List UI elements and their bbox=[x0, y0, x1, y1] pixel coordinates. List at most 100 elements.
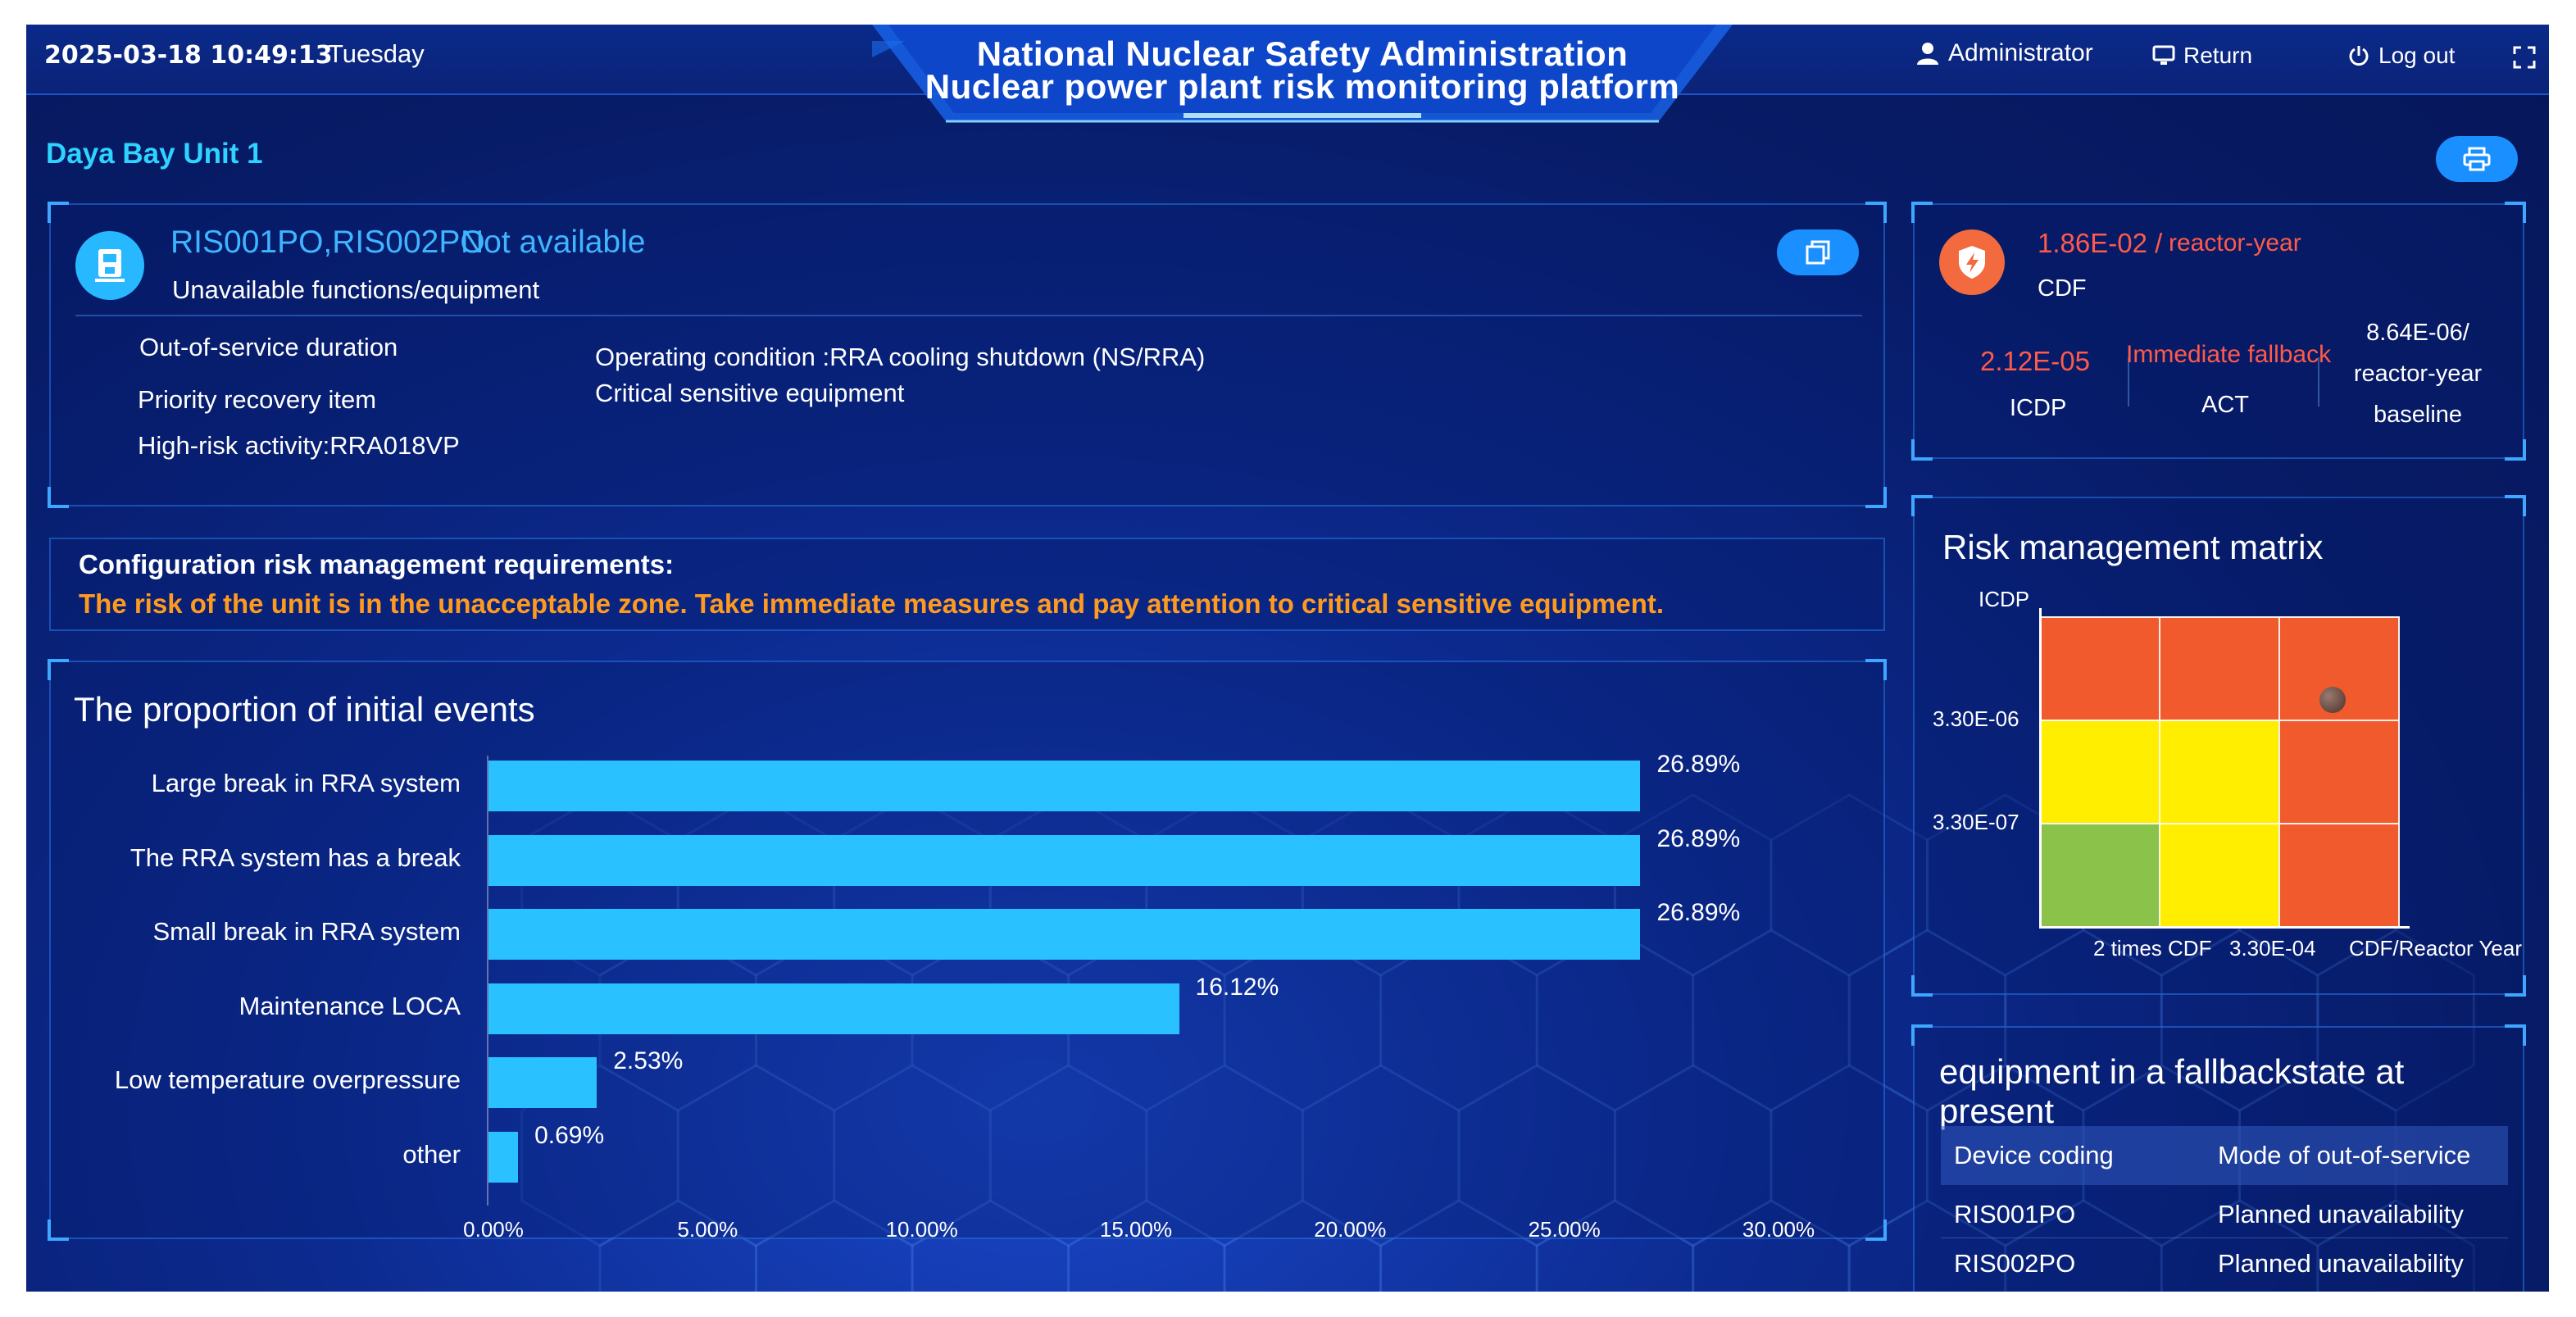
operating-condition: Operating condition :RRA cooling shutdow… bbox=[595, 343, 1206, 371]
dashboard-screen: National Nuclear Safety Administration N… bbox=[26, 25, 2549, 1292]
bar[interactable] bbox=[488, 834, 1641, 886]
bar[interactable] bbox=[488, 1057, 597, 1108]
bar-value-label: 26.89% bbox=[1656, 751, 1741, 778]
matrix-cell bbox=[2039, 616, 2160, 721]
shield-icon bbox=[1939, 229, 2005, 295]
return-button[interactable]: Return bbox=[2152, 43, 2252, 69]
unavailable-equipment-panel: RIS001PO,RIS002PO Not available Unavaila… bbox=[48, 202, 1887, 508]
matrix-cell bbox=[2039, 823, 2160, 928]
y-tick-label: 3.30E-07 bbox=[1933, 810, 2019, 834]
bar-category-label: Low temperature overpressure bbox=[114, 1065, 461, 1094]
column-header-device-coding: Device coding bbox=[1954, 1141, 2114, 1169]
icdp-label: ICDP bbox=[2010, 395, 2067, 421]
power-icon bbox=[2349, 46, 2369, 66]
chart-axis bbox=[487, 756, 488, 1206]
equipment-codes: RIS001PO,RIS002PO bbox=[170, 225, 485, 260]
x-tick-label: 3.30E-04 bbox=[2229, 936, 2316, 961]
x-axis-label: CDF/Reactor Year bbox=[2349, 936, 2522, 961]
unit-name: Daya Bay Unit 1 bbox=[46, 138, 263, 170]
x-tick-label: 5.00% bbox=[677, 1217, 738, 1242]
user-menu[interactable]: Administrator bbox=[1915, 39, 2093, 67]
initial-events-panel: The proportion of initial events Large b… bbox=[48, 659, 1887, 1242]
risk-marker[interactable] bbox=[2319, 687, 2346, 713]
table-header bbox=[1941, 1126, 2508, 1185]
device-code-cell: RIS002PO bbox=[1954, 1249, 2076, 1278]
out-of-service-duration: Out-of-service duration bbox=[139, 333, 398, 361]
equipment-status: Not available bbox=[461, 225, 646, 260]
matrix-x-axis bbox=[2039, 926, 2410, 929]
title-line-1: National Nuclear Safety Administration bbox=[976, 34, 1629, 73]
critical-sensitive-equipment: Critical sensitive equipment bbox=[595, 379, 905, 407]
logout-button[interactable]: Log out bbox=[2347, 43, 2455, 69]
user-label: Administrator bbox=[1948, 39, 2093, 66]
baseline-label: baseline bbox=[2373, 402, 2463, 428]
initial-events-chart: Large break in RRA system The RRA system … bbox=[51, 662, 1887, 1242]
y-tick-label: 3.30E-06 bbox=[1933, 706, 2019, 731]
matrix-cell bbox=[2159, 720, 2280, 824]
bar[interactable] bbox=[488, 761, 1641, 811]
bar[interactable] bbox=[488, 1131, 519, 1183]
separator bbox=[2128, 357, 2129, 406]
bar-category-label: Maintenance LOCA bbox=[239, 991, 461, 1020]
bar[interactable] bbox=[488, 909, 1641, 960]
fallback-equipment-panel: equipment in a fallbackstate at present … bbox=[1911, 1024, 2526, 1292]
risk-matrix-panel: Risk management matrix ICDP 3.30E-06 3.30E… bbox=[1911, 495, 2526, 997]
user-icon bbox=[1917, 43, 1938, 65]
return-label: Return bbox=[2183, 43, 2253, 68]
matrix-cell bbox=[2159, 823, 2280, 928]
device-code-cell: RIS001PO bbox=[1954, 1200, 2076, 1228]
separator bbox=[2318, 357, 2319, 406]
risk-matrix: ICDP 3.30E-06 3.30E-07 2 times CDF 3.30E-04 C… bbox=[1915, 498, 2526, 997]
matrix-cell bbox=[2278, 720, 2400, 824]
x-tick-label: 0.00% bbox=[463, 1217, 524, 1242]
monitor-icon bbox=[2152, 45, 2175, 65]
bar-category-label: other bbox=[402, 1139, 461, 1169]
title-plate bbox=[872, 25, 1733, 123]
risk-matrix-title: Risk management matrix bbox=[1942, 528, 2324, 566]
x-tick-label: 15.00% bbox=[1099, 1217, 1173, 1242]
panel-divider bbox=[75, 315, 1862, 316]
out-of-service-mode-cell: Planned unavailability bbox=[2218, 1200, 2464, 1228]
printer-icon bbox=[2463, 147, 2491, 171]
copy-button[interactable] bbox=[1777, 229, 1859, 275]
bar-value-label: 16.12% bbox=[1195, 973, 1279, 1001]
requirements-text: The risk of the unit is in the unaccepta… bbox=[79, 588, 1665, 619]
requirements-title: Configuration risk management requiremen… bbox=[79, 549, 675, 579]
requirements-panel: Configuration risk management requiremen… bbox=[49, 538, 1885, 631]
x-tick-label: 30.00% bbox=[1742, 1217, 1815, 1242]
initial-events-title: The proportion of initial events bbox=[74, 690, 535, 729]
matrix-cell bbox=[2039, 720, 2160, 824]
datetime-display: 2025-03-18 10:49:13 bbox=[44, 41, 333, 70]
high-risk-activity: High-risk activity:RRA018VP bbox=[138, 431, 460, 460]
weekday-display: Tuesday bbox=[328, 39, 425, 68]
out-of-service-mode-cell: Planned unavailability bbox=[2218, 1249, 2464, 1278]
cdf-panel: 1.86E-02 / reactor-year CDF 2.12E-05 ICD… bbox=[1911, 202, 2526, 461]
bar-value-label: 26.89% bbox=[1656, 824, 1741, 852]
bar-value-label: 2.53% bbox=[613, 1047, 684, 1074]
header-bar: National Nuclear Safety Administration N… bbox=[26, 25, 2549, 123]
print-button[interactable] bbox=[2436, 136, 2518, 182]
matrix-cell bbox=[2159, 616, 2280, 721]
x-tick-label: 25.00% bbox=[1528, 1217, 1601, 1242]
baseline-value: 8.64E-06/ bbox=[2366, 320, 2469, 346]
x-tick-label: 20.00% bbox=[1314, 1217, 1387, 1242]
matrix-y-axis bbox=[2039, 608, 2042, 928]
logout-label: Log out bbox=[2378, 43, 2456, 68]
x-tick-label: 10.00% bbox=[885, 1217, 958, 1242]
device-icon bbox=[75, 231, 144, 300]
bar-category-label: Small break in RRA system bbox=[152, 917, 461, 946]
cdf-unit: reactor-year bbox=[2169, 229, 2301, 257]
bar-category-label: The RRA system has a break bbox=[129, 842, 461, 872]
act-label: ACT bbox=[2201, 392, 2249, 418]
bar-category-label: Large break in RRA system bbox=[151, 769, 461, 797]
copy-icon bbox=[1806, 240, 1830, 265]
bar-value-label: 0.69% bbox=[534, 1121, 605, 1149]
priority-recovery-item: Priority recovery item bbox=[138, 385, 377, 414]
baseline-unit: reactor-year bbox=[2353, 361, 2483, 387]
fullscreen-icon[interactable] bbox=[2513, 46, 2536, 69]
bar[interactable] bbox=[488, 983, 1179, 1034]
bar-value-label: 26.89% bbox=[1656, 899, 1741, 926]
matrix-cell bbox=[2278, 616, 2400, 721]
equipment-caption: Unavailable functions/equipment bbox=[172, 275, 540, 304]
icdp-value: 2.12E-05 bbox=[1980, 346, 2090, 376]
